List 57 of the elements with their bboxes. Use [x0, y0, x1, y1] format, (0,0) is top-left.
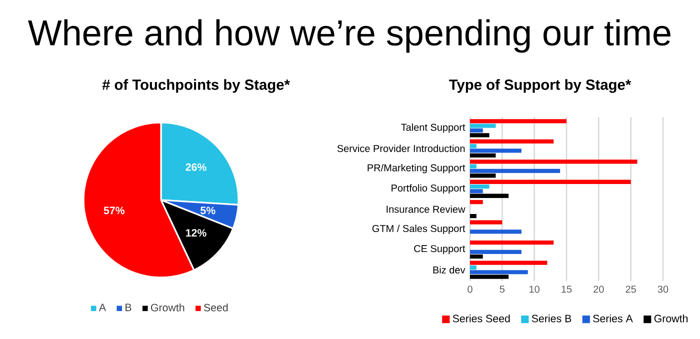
bar — [470, 200, 483, 204]
bar — [470, 250, 522, 254]
x-tick-label: 5 — [500, 286, 505, 293]
chart-title: # of Touchpoints by Stage* — [102, 79, 290, 93]
bar — [470, 133, 490, 138]
legend-label: Series B — [532, 314, 572, 322]
bar — [470, 168, 560, 174]
legend-label: Growth — [654, 314, 688, 322]
bar — [470, 160, 638, 164]
bar — [470, 180, 631, 184]
bar — [470, 144, 476, 148]
data-label: 26% — [186, 163, 206, 171]
x-tick-label: 30 — [658, 286, 668, 293]
x-tick-label: 10 — [530, 286, 540, 293]
x-tick-label: 0 — [468, 286, 472, 293]
text: Where and how we’re spending our time — [28, 19, 670, 53]
bar — [470, 254, 483, 259]
y-tick-label: Talent Support — [401, 123, 466, 133]
x-tick-label: 25 — [626, 286, 636, 293]
legend-label: A — [98, 304, 106, 312]
chart-title: Type of Support by Stage* — [449, 79, 632, 93]
bar — [470, 214, 476, 218]
bar — [470, 124, 496, 128]
y-tick-label: Biz dev — [433, 266, 466, 274]
bar — [470, 189, 483, 194]
legend-label: Growth — [151, 304, 184, 312]
data-label: 57% — [104, 206, 125, 214]
bar — [470, 139, 554, 144]
bar — [470, 220, 502, 224]
bar — [470, 148, 522, 153]
x-tick-label: 15 — [562, 286, 572, 293]
data-label: 12% — [186, 229, 206, 237]
bar — [470, 128, 483, 133]
y-tick-label: CE Support — [414, 245, 466, 254]
legend-label: B — [126, 304, 132, 312]
legend-label: Seed — [204, 304, 228, 312]
y-tick-label: Portfolio Support — [392, 184, 466, 194]
bar — [470, 230, 522, 234]
bar — [470, 270, 528, 274]
x-tick-label: 20 — [594, 286, 604, 293]
y-tick-label: PR/Marketing Support — [368, 164, 466, 174]
bar — [470, 174, 496, 178]
bar — [470, 153, 496, 158]
bar — [470, 194, 509, 198]
y-tick-label: Service Provider Introduction — [337, 144, 465, 152]
legend-label: Series A — [593, 314, 633, 322]
bar — [470, 184, 490, 189]
bar — [470, 260, 548, 265]
bar — [470, 274, 509, 279]
bar — [470, 265, 476, 270]
y-tick-label: Insurance Review — [386, 205, 466, 213]
bar — [470, 119, 566, 124]
legend-label: Series Seed — [452, 314, 510, 322]
bar — [470, 164, 476, 168]
y-tick-label: GTM / Sales Support — [372, 224, 466, 234]
bar — [470, 240, 554, 245]
data-label: 5% — [200, 206, 216, 214]
